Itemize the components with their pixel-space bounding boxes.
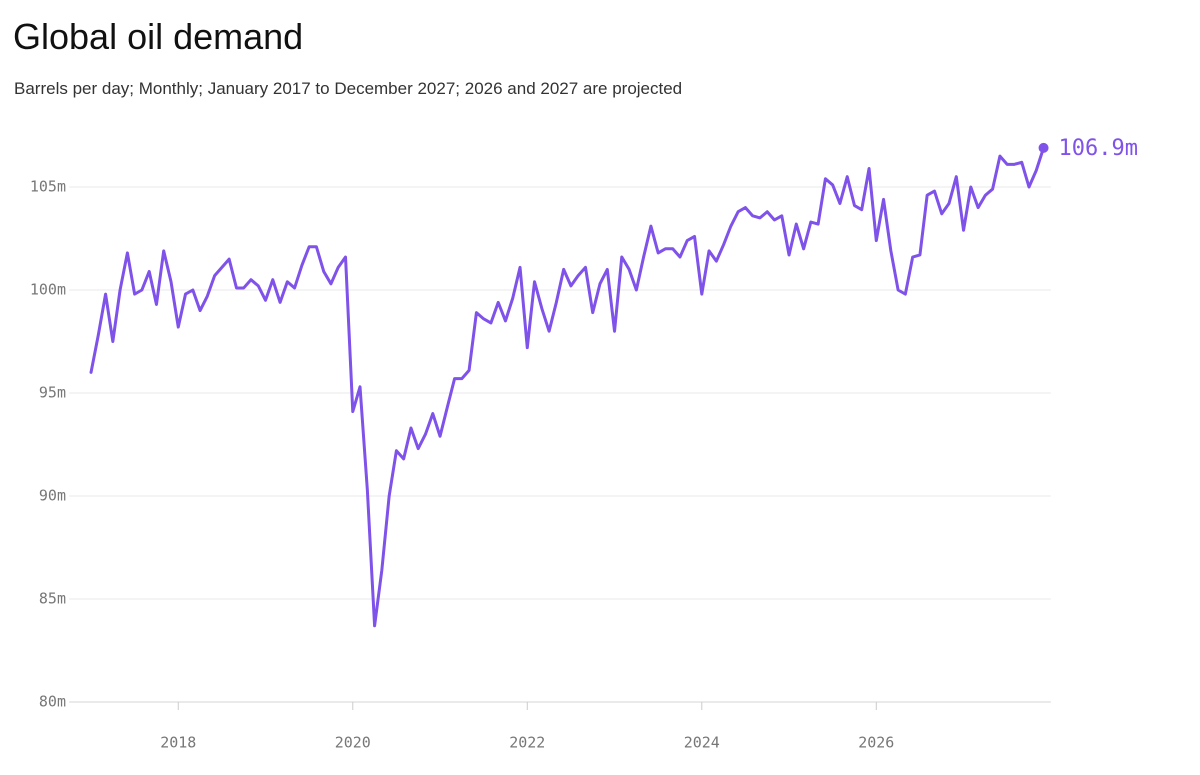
y-tick-label: 80m (39, 693, 66, 711)
data-line (89, 146, 1046, 628)
y-tick-label: 100m (30, 281, 66, 299)
x-tick-label: 2018 (160, 734, 196, 752)
end-label: 106.9m (1059, 136, 1138, 161)
x-tick-label: 2020 (335, 734, 371, 752)
chart-subtitle: Barrels per day; Monthly; January 2017 t… (14, 79, 682, 98)
x-tick-label: 2022 (509, 734, 545, 752)
y-tick-label: 90m (39, 487, 66, 505)
y-tick-label: 95m (39, 384, 66, 402)
y-tick-label: 105m (30, 178, 66, 196)
x-tick-label: 2026 (858, 734, 894, 752)
end-point (1038, 142, 1049, 153)
chart-title: Global oil demand (13, 16, 303, 57)
x-tick-label: 2024 (684, 734, 720, 752)
y-tick-label: 85m (39, 590, 66, 608)
